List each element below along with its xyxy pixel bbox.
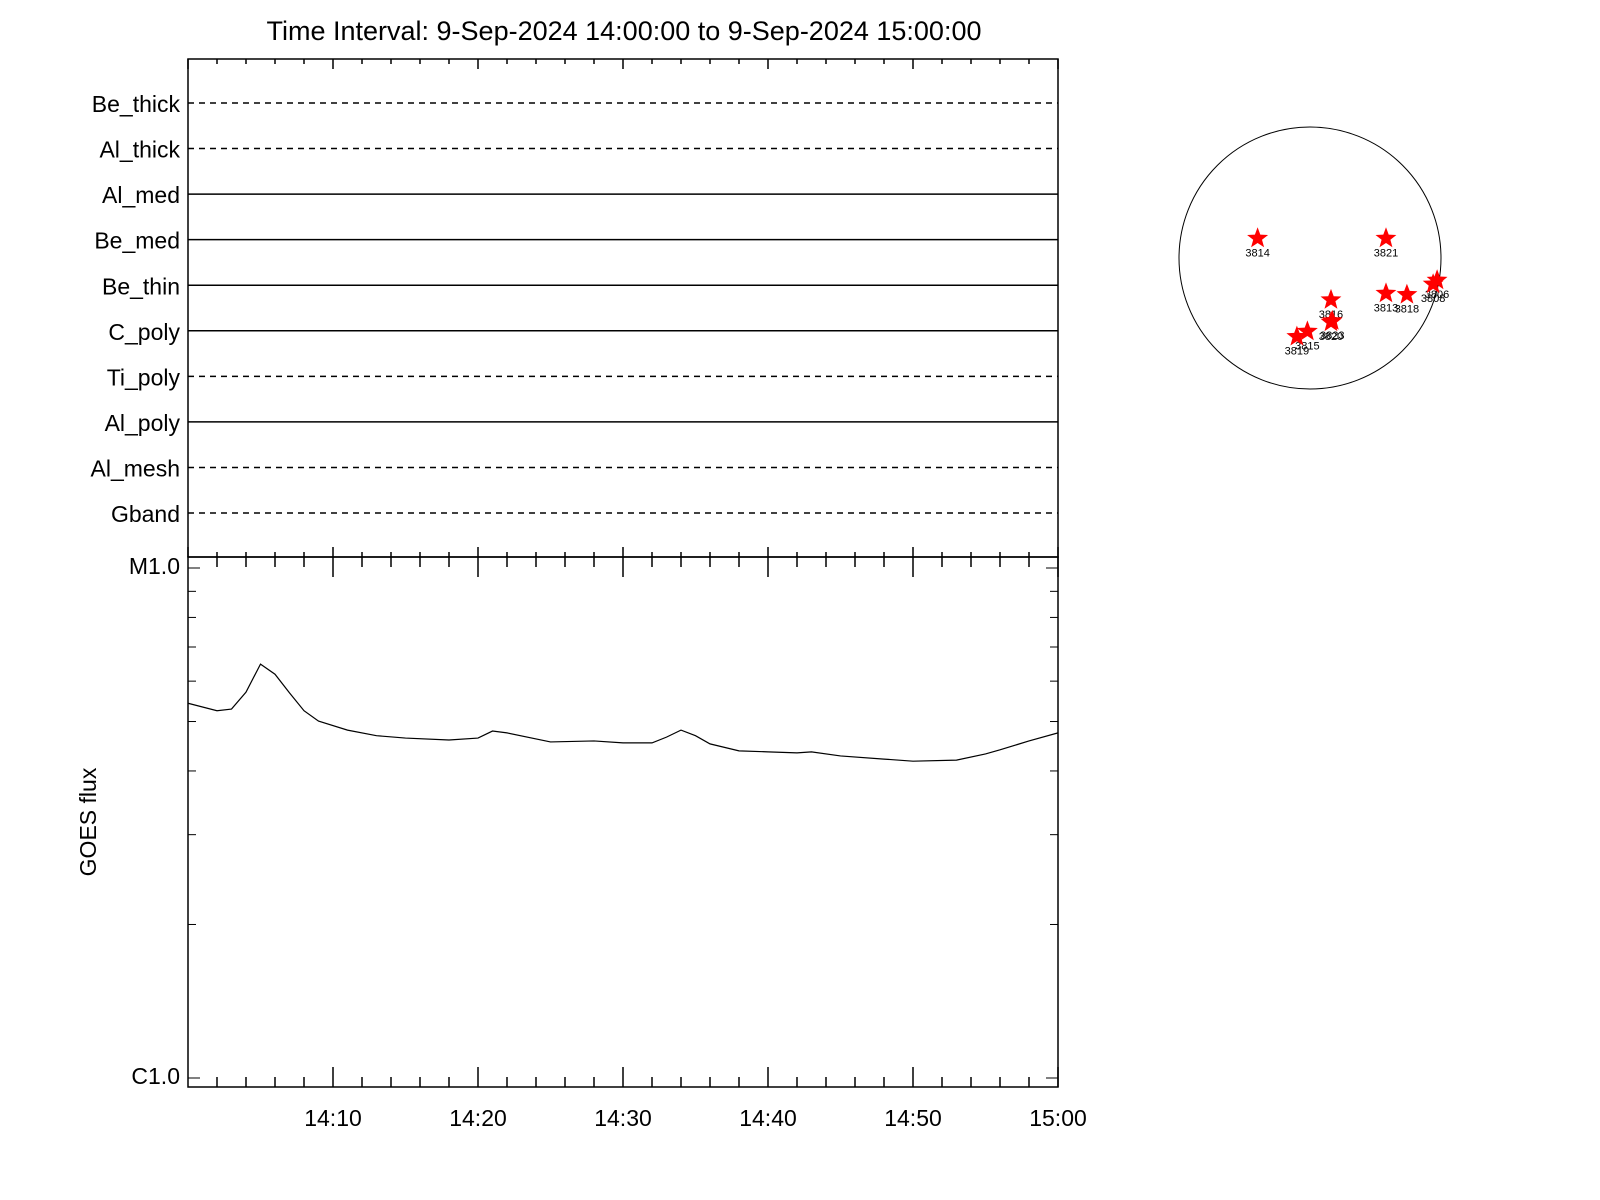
region-label: 3818 <box>1395 304 1419 316</box>
filter-label: Be_thin <box>102 273 180 299</box>
filter-label: Al_thick <box>99 137 180 163</box>
region-label: 3808 <box>1421 293 1445 305</box>
filter-label: Be_med <box>94 228 180 254</box>
region-label: 3820 <box>1319 331 1343 343</box>
filter-label: Be_thick <box>92 91 181 117</box>
region-label: 3814 <box>1245 247 1269 259</box>
region-label: 3819 <box>1285 346 1309 358</box>
active-region <box>1296 320 1318 341</box>
solar-disk <box>1178 126 1442 390</box>
filter-label: Al_poly <box>105 410 181 436</box>
active-region <box>1422 273 1444 294</box>
filter-label: Ti_poly <box>107 364 181 390</box>
active-region <box>1375 227 1397 248</box>
region-label: 3823 <box>1320 330 1344 342</box>
active-region <box>1321 309 1343 330</box>
region-label: 3806 <box>1425 289 1449 301</box>
filter-panel-frame <box>187 58 1059 558</box>
x-tick-label: 14:20 <box>449 1105 507 1131</box>
active-region <box>1247 227 1269 248</box>
filter-label: Al_mesh <box>91 456 180 482</box>
region-label: 3813 <box>1374 302 1398 314</box>
y-tick-label: C1.0 <box>131 1063 180 1089</box>
y-axis-label: GOES flux <box>75 767 101 876</box>
x-tick-label: 14:40 <box>739 1105 797 1131</box>
x-tick-label: 14:30 <box>594 1105 652 1131</box>
active-region <box>1396 283 1418 304</box>
active-region <box>1375 282 1397 303</box>
active-region <box>1426 269 1448 290</box>
goes-panel-frame <box>187 556 1059 1088</box>
x-tick-label: 15:00 <box>1029 1105 1087 1131</box>
x-tick-label: 14:50 <box>884 1105 942 1131</box>
goes-line <box>187 663 1059 762</box>
y-tick-label: M1.0 <box>129 553 180 579</box>
x-tick-label: 14:10 <box>304 1105 362 1131</box>
chart-title: Time Interval: 9-Sep-2024 14:00:00 to 9-… <box>267 16 982 46</box>
active-region <box>1320 288 1342 309</box>
filter-label: Gband <box>111 501 180 527</box>
filter-label: Al_med <box>102 182 180 208</box>
active-region <box>1286 325 1308 346</box>
region-label: 3821 <box>1374 247 1398 259</box>
filter-label: C_poly <box>108 319 180 345</box>
